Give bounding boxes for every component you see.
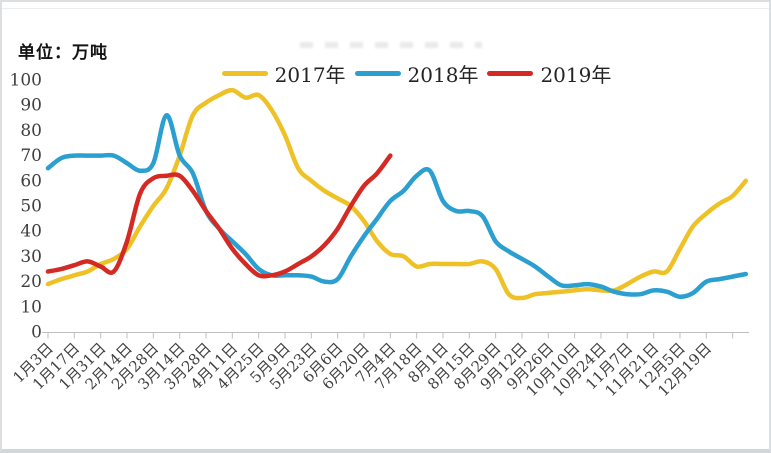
y-axis-label: 50 [20, 197, 42, 217]
faint-watermark [300, 42, 482, 48]
y-axis-label: 80 [20, 121, 42, 141]
y-axis-label: 20 [20, 272, 42, 292]
y-axis-label: 40 [20, 222, 42, 242]
y-axis-label: 10 [20, 297, 42, 317]
y-axis-label: 100 [10, 71, 42, 91]
y-axis-label: 0 [31, 323, 42, 343]
series-line-2018 [45, 113, 749, 299]
top-divider [2, 8, 769, 9]
y-axis-label: 30 [20, 247, 42, 267]
series-line-2019 [45, 153, 393, 279]
y-axis-label: 70 [20, 146, 42, 166]
y-axis-label: 90 [20, 96, 42, 116]
series-line-2017 [45, 87, 749, 301]
y-axis-label: 60 [20, 171, 42, 191]
unit-label: 单位：万吨 [18, 43, 108, 63]
